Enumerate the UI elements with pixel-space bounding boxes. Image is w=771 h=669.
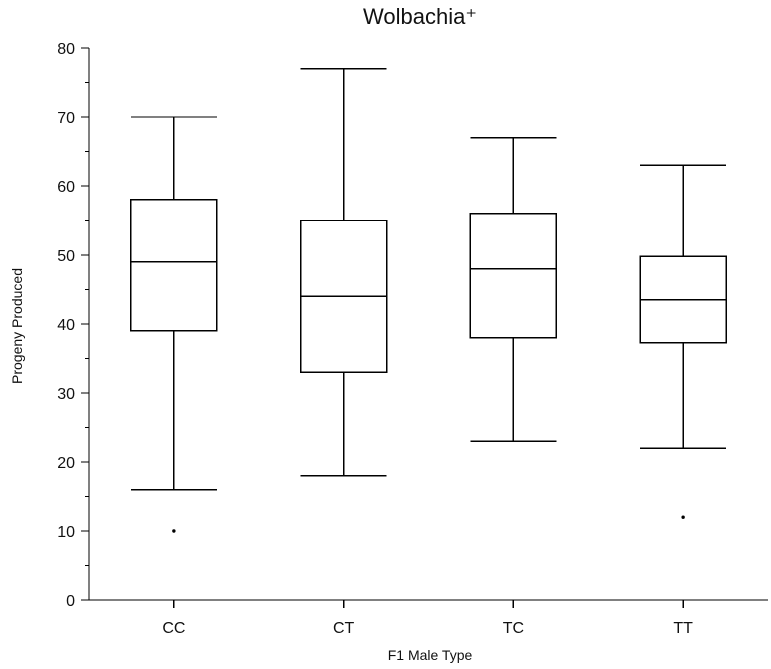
box-iqr — [469, 212, 558, 339]
y-tick-label: 20 — [57, 455, 75, 472]
y-axis-label: Progeny Produced — [9, 268, 25, 384]
axes-group: 0 10 20 30 40 50 60 70 80 CC CT TC TT — [57, 41, 768, 637]
y-tick-label: 0 — [66, 593, 75, 610]
y-tick-label: 80 — [57, 41, 75, 58]
y-tick-label: 50 — [57, 248, 75, 265]
x-tick-label: TT — [673, 620, 693, 637]
chart-title: Wolbachia⁺ — [363, 4, 477, 29]
y-tick-label: 60 — [57, 179, 75, 196]
x-tick-label: TC — [503, 620, 524, 637]
box-iqr — [130, 199, 218, 332]
outlier-point — [681, 515, 685, 519]
y-tick-label: 70 — [57, 110, 75, 127]
x-tick-label: CC — [162, 620, 185, 637]
outlier-point — [172, 529, 176, 533]
x-tick-label: CT — [333, 620, 355, 637]
y-tick-label: 40 — [57, 317, 75, 334]
boxes-group — [130, 67, 727, 533]
x-axis-label: F1 Male Type — [388, 647, 473, 663]
y-tick-label: 30 — [57, 386, 75, 403]
y-tick-label: 10 — [57, 524, 75, 541]
